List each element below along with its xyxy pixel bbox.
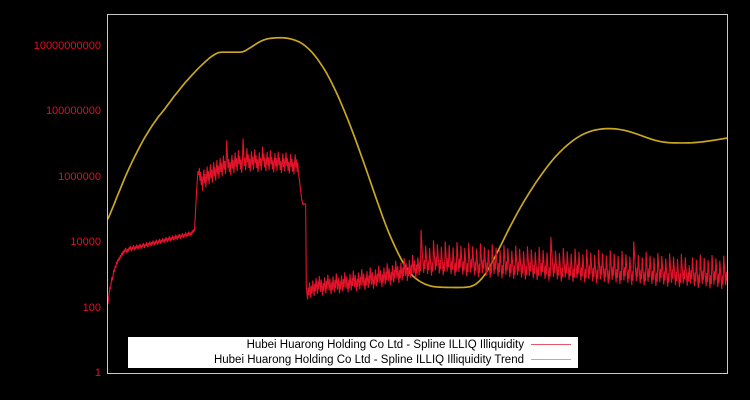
legend-label: Hubei Huarong Holding Co Ltd - Spline IL… xyxy=(213,353,524,366)
series-line-illiquidity xyxy=(108,138,727,305)
legend-entry-illiquidity: Hubei Huarong Holding Co Ltd - Spline IL… xyxy=(128,337,578,352)
y-axis-tick-labels: 10000000000 100000000 1000000 10000 100 … xyxy=(0,0,101,400)
legend-entry-trend: Hubei Huarong Holding Co Ltd - Spline IL… xyxy=(128,352,578,367)
plot-area xyxy=(107,14,728,374)
y-tick-label: 10000000000 xyxy=(33,39,101,52)
chart-canvas xyxy=(108,36,727,305)
y-tick-label: 100000000 xyxy=(45,105,101,118)
y-tick-label: 100 xyxy=(82,301,101,314)
series-line-trend xyxy=(108,36,727,289)
y-tick-label: 1 xyxy=(94,367,101,379)
red-line-swatch xyxy=(531,344,571,345)
y-tick-label: 1000000 xyxy=(58,170,101,183)
legend-label: Hubei Huarong Holding Co Ltd - Spline IL… xyxy=(246,338,524,351)
y-tick-label: 10000 xyxy=(70,236,101,249)
chart-legend: Hubei Huarong Holding Co Ltd - Spline IL… xyxy=(128,337,578,368)
gold-line-swatch xyxy=(531,359,571,360)
